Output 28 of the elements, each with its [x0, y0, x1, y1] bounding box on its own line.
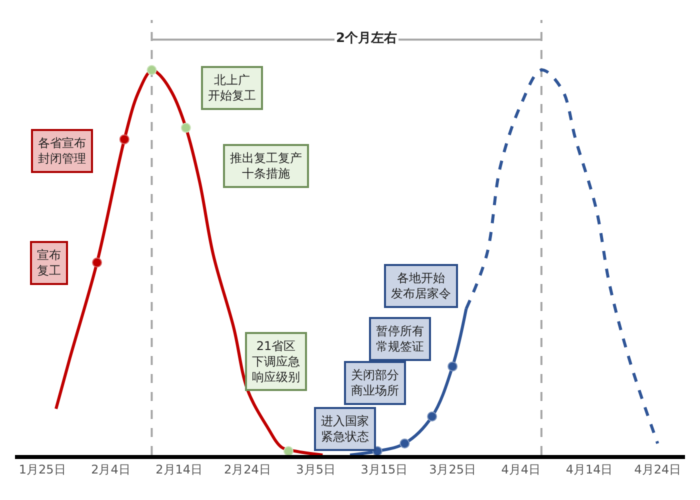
annotation: 关闭部分商业场所 — [351, 368, 399, 398]
point — [119, 134, 130, 144]
x-tick-label: 4月14日 — [566, 462, 613, 476]
point — [92, 258, 102, 268]
x-tick-label: 2月24日 — [224, 462, 271, 476]
x-tick-label: 3月25日 — [429, 462, 476, 476]
x-tick-label: 2月4日 — [91, 462, 130, 476]
point — [400, 438, 410, 448]
x-tick-label: 3月5日 — [296, 462, 336, 476]
point — [448, 361, 458, 372]
point — [146, 65, 157, 76]
x-tick-label: 2月14日 — [156, 462, 203, 476]
point — [283, 446, 294, 456]
x-tick-label: 3月15日 — [360, 462, 408, 476]
x-tick-label: 1月25日 — [18, 462, 66, 476]
point — [427, 412, 438, 422]
annotation: 北上广开始复工 — [208, 73, 256, 103]
annotation: 宣布复工 — [37, 248, 61, 278]
x-tick-label: 4月24日 — [634, 462, 682, 476]
text: 2个月左右 — [336, 31, 398, 46]
annotation: 各地开始发布居家令 — [391, 271, 451, 301]
annotation: 21省区下调应急响应级别 — [252, 339, 300, 384]
annotation: 各省宣布封闭管理 — [38, 136, 86, 166]
annotation: 进入国家紧急状态 — [321, 414, 369, 444]
x-tick-label: 4月4日 — [501, 462, 541, 476]
annotation: 暂停所有常规签证 — [376, 324, 424, 354]
point — [180, 122, 191, 133]
annotation: 推出复工复产十条措施 — [230, 151, 302, 181]
